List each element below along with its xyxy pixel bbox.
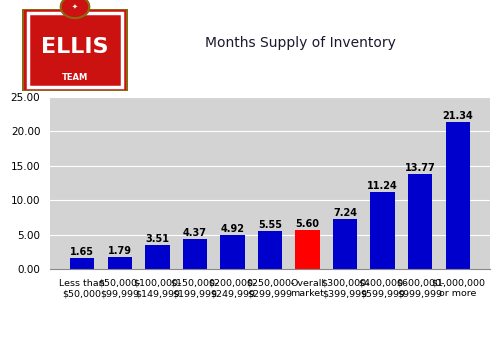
Bar: [108, 257, 132, 269]
Bar: [220, 235, 244, 269]
FancyBboxPatch shape: [24, 10, 126, 90]
Text: 4.92: 4.92: [220, 224, 244, 234]
Bar: [446, 122, 470, 269]
Text: 5.55: 5.55: [258, 220, 282, 230]
Bar: [182, 239, 207, 269]
Bar: [145, 245, 170, 269]
Text: 11.24: 11.24: [368, 180, 398, 190]
Text: 21.34: 21.34: [442, 111, 473, 121]
Text: ELLIS: ELLIS: [41, 37, 109, 57]
FancyBboxPatch shape: [22, 9, 128, 91]
Text: TEAM: TEAM: [62, 73, 88, 82]
Text: 13.77: 13.77: [405, 163, 436, 173]
Text: Months Supply of Inventory: Months Supply of Inventory: [204, 36, 396, 50]
Text: 4.37: 4.37: [183, 228, 207, 238]
Text: 1.79: 1.79: [108, 246, 132, 256]
Text: ✦: ✦: [72, 4, 78, 10]
Text: 7.24: 7.24: [333, 208, 357, 218]
Bar: [70, 258, 94, 269]
Text: 1.65: 1.65: [70, 247, 94, 257]
Bar: [408, 174, 432, 269]
Text: 3.51: 3.51: [146, 234, 170, 244]
Bar: [370, 191, 395, 269]
Bar: [296, 230, 320, 269]
Bar: [333, 219, 357, 269]
Bar: [258, 231, 282, 269]
Text: 5.60: 5.60: [296, 219, 320, 229]
Circle shape: [60, 0, 90, 18]
